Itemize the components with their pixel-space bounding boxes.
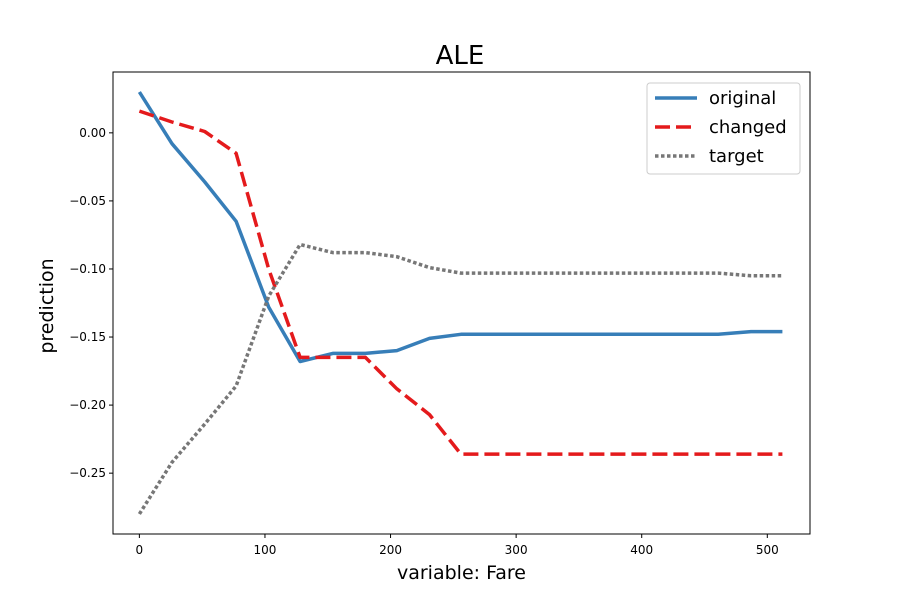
x-axis-title: variable: Fare — [397, 562, 526, 584]
y-tick-label: −0.10 — [69, 262, 106, 276]
y-axis-title: prediction — [36, 258, 58, 353]
legend-label-target: target — [709, 146, 764, 167]
series-line-changed — [138, 109, 783, 456]
x-tick-label: 500 — [756, 543, 779, 557]
chart-title: ALE — [436, 41, 485, 71]
x-tick-label: 400 — [630, 543, 653, 557]
x-tick-label: 100 — [254, 543, 277, 557]
legend-box — [646, 82, 801, 175]
series-line-target — [137, 242, 783, 515]
legend-label-changed: changed — [709, 117, 787, 138]
y-axis: 0.00 −0.05 −0.10 −0.15 −0.20 −0.25 — [69, 126, 113, 480]
x-axis: 0 100 200 300 400 500 — [136, 534, 779, 557]
series-line-original — [137, 91, 783, 364]
x-tick-label: 0 — [136, 543, 144, 557]
plot-frame — [112, 71, 811, 535]
x-tick-label: 300 — [505, 543, 528, 557]
y-tick-label: −0.20 — [69, 398, 106, 412]
y-tick-label: −0.25 — [69, 466, 106, 480]
x-tick-label: 200 — [379, 543, 402, 557]
y-tick-label: −0.15 — [69, 330, 106, 344]
plot-area — [137, 91, 783, 515]
y-tick-label: −0.05 — [69, 194, 106, 208]
legend: original changed target — [646, 82, 801, 175]
y-tick-label: 0.00 — [79, 126, 106, 140]
legend-label-original: original — [709, 88, 776, 109]
